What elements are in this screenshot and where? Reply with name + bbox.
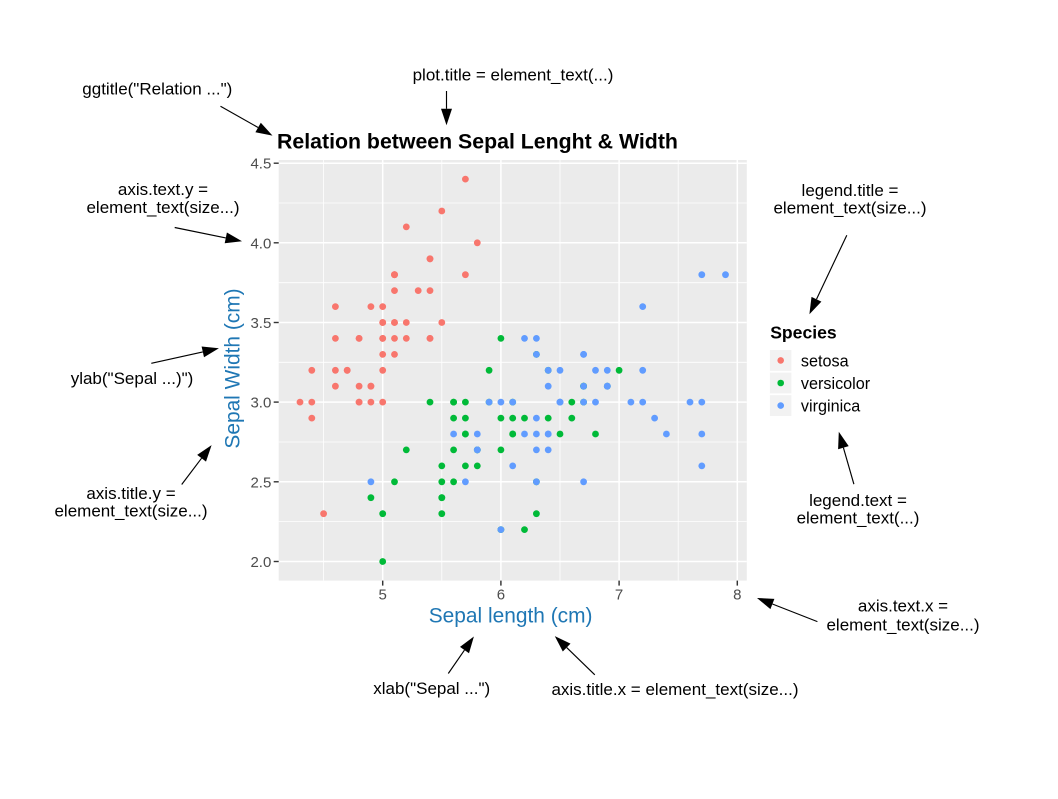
- svg-text:axis.title.y =: axis.title.y =: [86, 484, 175, 503]
- svg-text:ylab("Sepal ...)"): ylab("Sepal ...)"): [71, 369, 194, 388]
- svg-text:element_text(size...): element_text(size...): [773, 199, 926, 218]
- svg-text:2.5: 2.5: [250, 474, 271, 491]
- svg-text:xlab("Sepal ..."): xlab("Sepal ..."): [373, 679, 490, 698]
- svg-text:8: 8: [733, 587, 741, 604]
- svg-text:element_text(...): element_text(...): [797, 509, 920, 528]
- svg-text:axis.text.y =: axis.text.y =: [118, 180, 208, 199]
- svg-text:Sepal length (cm): Sepal length (cm): [429, 605, 593, 628]
- svg-text:versicolor: versicolor: [801, 375, 871, 393]
- svg-text:3.0: 3.0: [250, 395, 271, 412]
- svg-text:plot.title = element_text(...): plot.title = element_text(...): [413, 66, 614, 85]
- svg-text:Sepal Width (cm): Sepal Width (cm): [222, 288, 245, 448]
- svg-text:6: 6: [497, 587, 505, 604]
- svg-text:virginica: virginica: [801, 398, 860, 416]
- svg-text:ggtitle("Relation ..."): ggtitle("Relation ..."): [82, 80, 232, 99]
- svg-text:element_text(size...): element_text(size...): [826, 616, 979, 635]
- svg-text:2.0: 2.0: [250, 554, 271, 571]
- svg-text:4.0: 4.0: [250, 235, 271, 252]
- svg-text:legend.title =: legend.title =: [802, 181, 899, 200]
- svg-text:element_text(size...): element_text(size...): [86, 198, 239, 217]
- svg-text:7: 7: [615, 587, 623, 604]
- svg-text:4.5: 4.5: [250, 156, 271, 173]
- svg-text:5: 5: [379, 587, 387, 604]
- svg-text:axis.text.x =: axis.text.x =: [858, 597, 948, 616]
- svg-text:legend.text =: legend.text =: [809, 491, 907, 510]
- svg-text:axis.title.x = element_text(si: axis.title.x = element_text(size...): [551, 680, 798, 699]
- svg-text:Species: Species: [770, 323, 837, 343]
- svg-text:setosa: setosa: [801, 352, 849, 370]
- svg-text:Relation between Sepal Lenght: Relation between Sepal Lenght & Width: [277, 129, 678, 153]
- svg-text:element_text(size...): element_text(size...): [54, 502, 207, 521]
- svg-text:3.5: 3.5: [250, 315, 271, 332]
